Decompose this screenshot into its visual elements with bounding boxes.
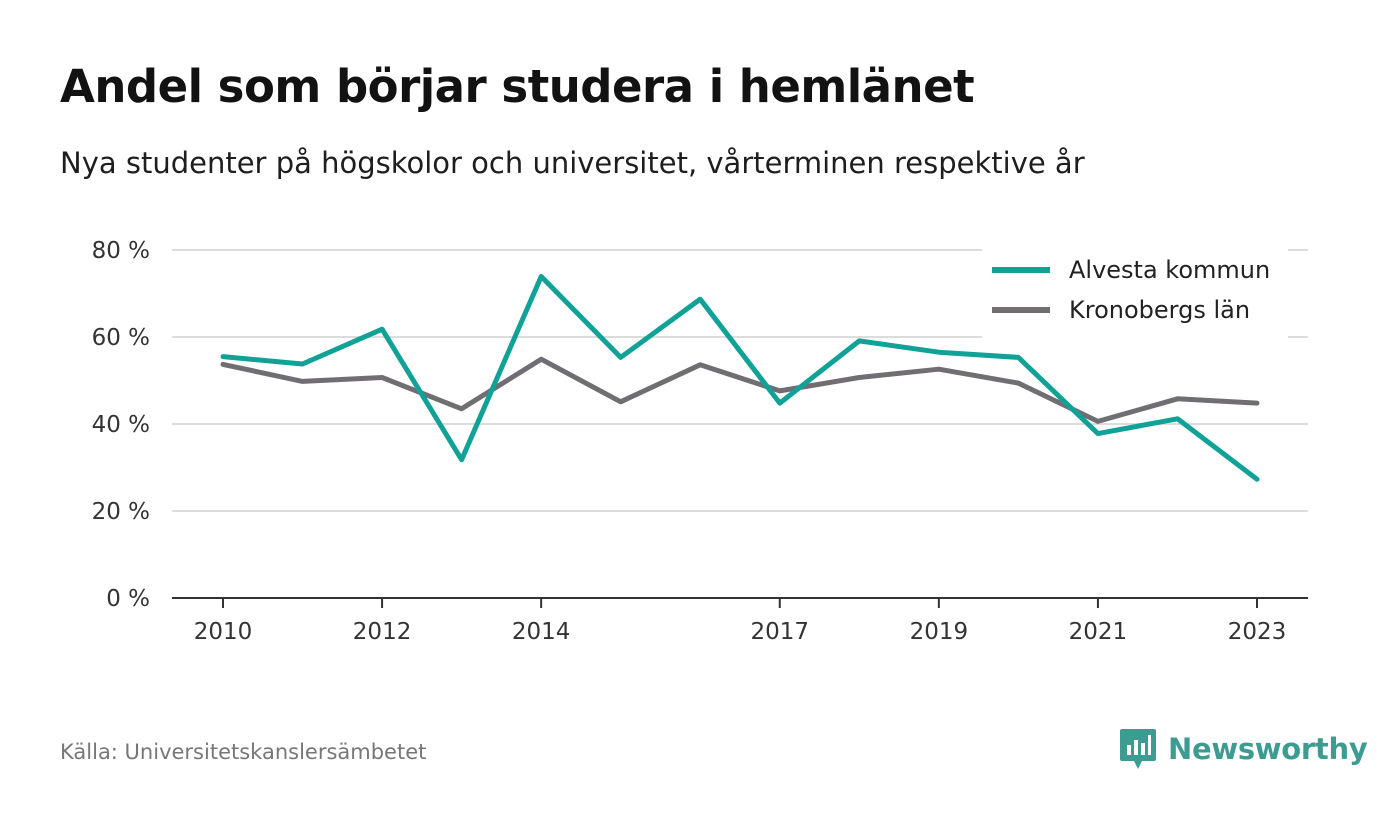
x-tick-label: 2010 [194, 619, 253, 645]
brand-logo: Newsworthy [1118, 727, 1368, 771]
y-tick-label: 60 % [92, 325, 150, 351]
legend: Alvesta kommun Kronobergs län [982, 248, 1288, 338]
chart-subtitle: Nya studenter på högskolor och universit… [60, 146, 1085, 180]
x-tick-label: 2019 [910, 619, 969, 645]
series-lines [220, 274, 1260, 482]
series-line-0 [220, 274, 1260, 482]
legend-label: Alvesta kommun [1069, 256, 1270, 284]
x-tick-label: 2017 [750, 619, 809, 645]
x-tick-label: 2014 [512, 619, 571, 645]
y-axis-ticks: 0 % 20 % 40 % 60 % 80 % [92, 238, 150, 612]
legend-background [982, 248, 1288, 338]
brand-name: Newsworthy [1168, 732, 1368, 766]
bar-chart-bubble-icon [1120, 729, 1156, 769]
series-line-1 [220, 356, 1260, 424]
y-tick-label: 20 % [92, 499, 150, 525]
source-note: Källa: Universitetskanslersämbetet [60, 740, 427, 764]
chart-title: Andel som börjar studera i hemlänet [60, 60, 975, 113]
legend-label: Kronobergs län [1069, 296, 1250, 324]
y-tick-label: 80 % [92, 238, 150, 264]
x-tick-label: 2012 [353, 619, 412, 645]
line-chart: 0 % 20 % 40 % 60 % 80 % 2010 2012 2014 2017 2019… [92, 238, 1308, 645]
x-tick-label: 2021 [1069, 619, 1128, 645]
x-tick-label: 2023 [1228, 619, 1287, 645]
x-axis: 2010 2012 2014 2017 2019 2021 2023 [172, 597, 1308, 645]
y-tick-label: 40 % [92, 412, 150, 438]
y-tick-label: 0 % [106, 586, 150, 612]
